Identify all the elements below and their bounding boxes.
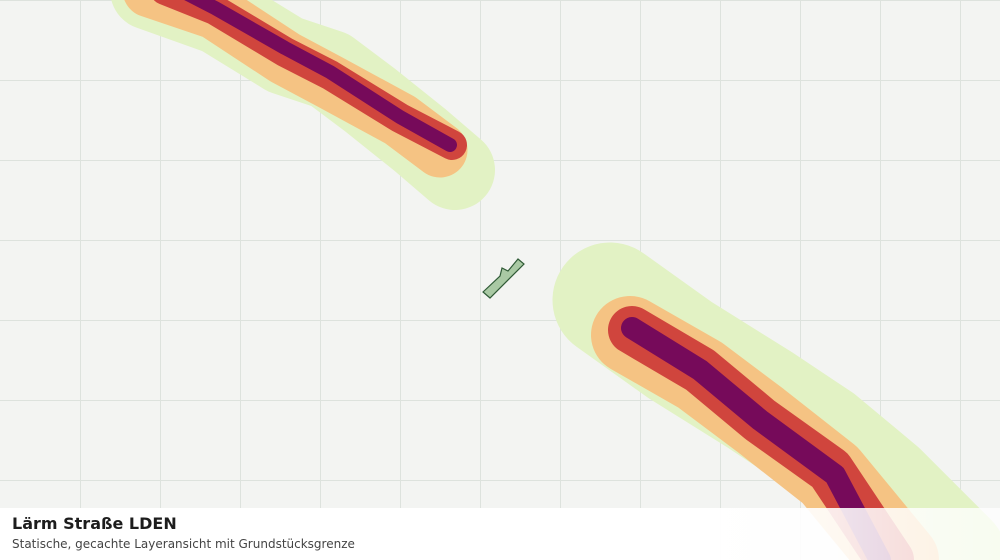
legend-panel: Lärm Straße LDEN Statische, gecachte Lay… [0, 508, 1000, 560]
noise-band-north [111, 0, 495, 210]
noise-zone-very-high [621, 317, 891, 560]
layer-subtitle: Statische, gecachte Layeransicht mit Gru… [12, 537, 355, 551]
layer-title: Lärm Straße LDEN [12, 514, 177, 533]
noise-band-south [552, 242, 1000, 560]
parcel-boundary [482, 258, 525, 299]
noise-zone-very-high [184, 0, 457, 152]
